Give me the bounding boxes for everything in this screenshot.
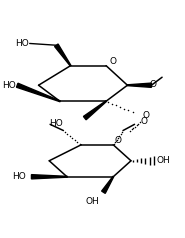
Text: O: O bbox=[110, 57, 117, 66]
Polygon shape bbox=[16, 83, 60, 102]
Polygon shape bbox=[83, 101, 106, 120]
Text: HO: HO bbox=[12, 172, 26, 181]
Text: O: O bbox=[114, 136, 121, 145]
Text: OH: OH bbox=[86, 197, 100, 206]
Text: HO: HO bbox=[15, 39, 29, 48]
Polygon shape bbox=[55, 44, 71, 66]
Text: HO: HO bbox=[49, 119, 63, 128]
Text: HO: HO bbox=[3, 81, 16, 90]
Polygon shape bbox=[127, 83, 151, 87]
Polygon shape bbox=[102, 177, 114, 193]
Text: O: O bbox=[150, 80, 157, 89]
Polygon shape bbox=[31, 175, 67, 179]
Text: O: O bbox=[141, 117, 148, 126]
Text: OH: OH bbox=[157, 156, 171, 165]
Text: O: O bbox=[142, 111, 149, 120]
